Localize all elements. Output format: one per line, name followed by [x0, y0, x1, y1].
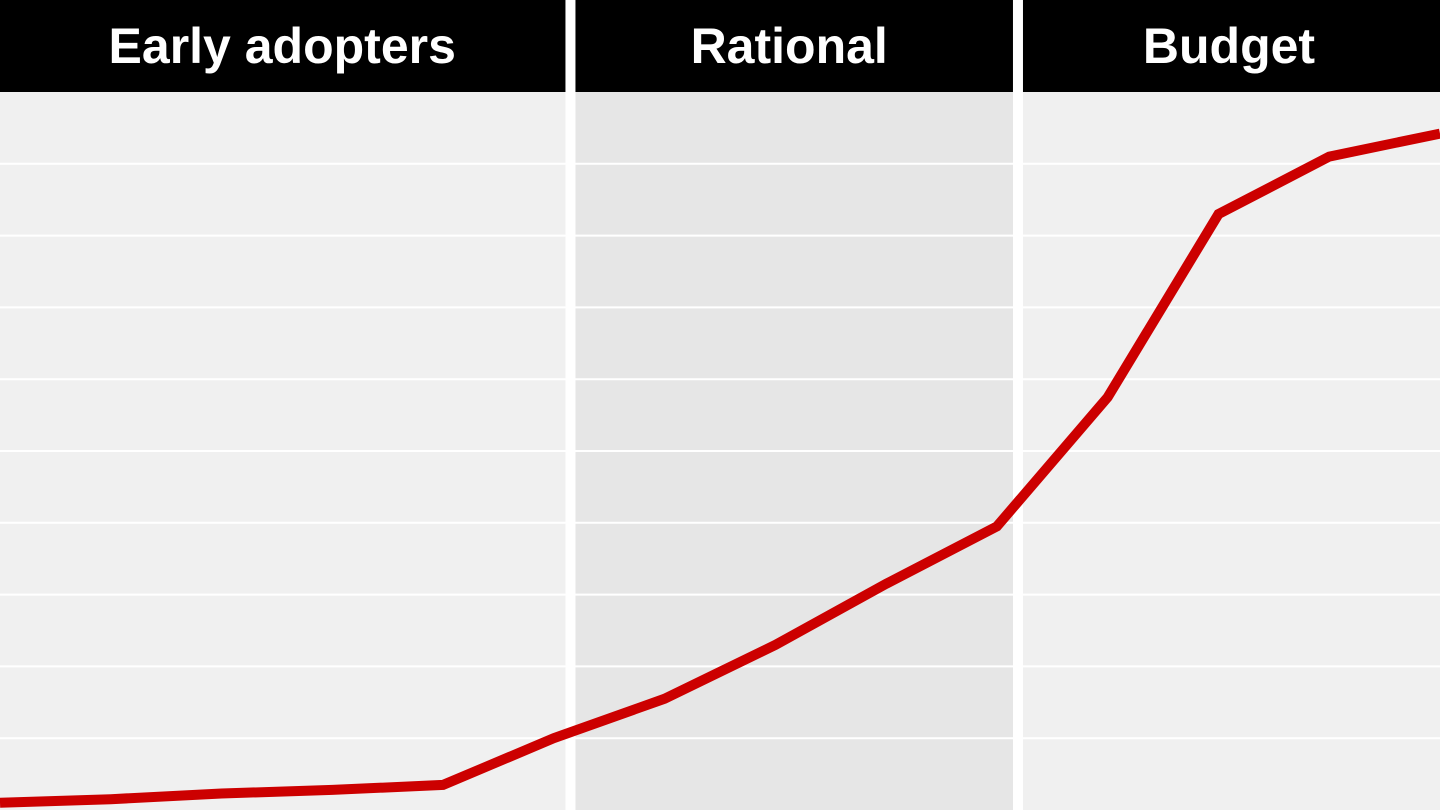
segment-label-2: Budget: [1143, 18, 1316, 74]
segment-label-0: Early adopters: [109, 18, 456, 74]
segment-divider-0: [565, 0, 576, 810]
series-lines: [0, 128, 1440, 808]
series-line-0: [0, 128, 1440, 808]
segment-divider-1: [1012, 0, 1023, 810]
segment-header-2: [1017, 0, 1440, 92]
segment-dividers: [565, 0, 1023, 810]
segment-label-1: Rational: [691, 18, 888, 74]
segment-headers: Early adopters Rational Budget: [0, 0, 1440, 92]
segment-header-0: [0, 0, 571, 92]
segment-header-1: [570, 0, 1018, 92]
gridlines: [0, 162, 1440, 740]
